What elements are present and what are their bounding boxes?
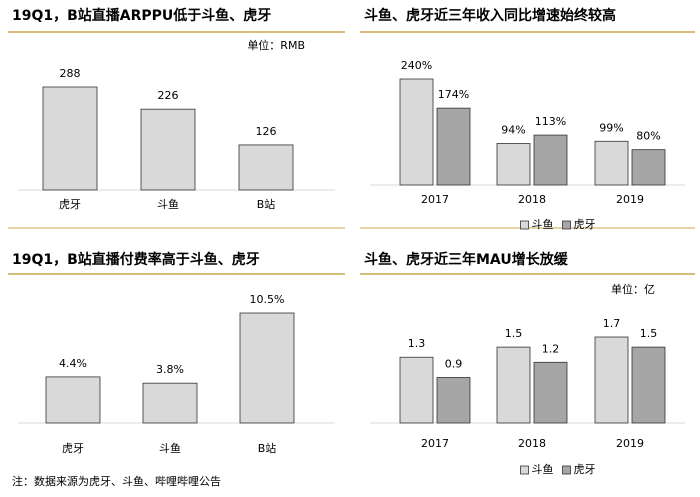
legend-swatch bbox=[520, 465, 529, 475]
value-label: 99% bbox=[599, 121, 623, 134]
bar bbox=[238, 144, 294, 191]
value-label: 1.5 bbox=[505, 327, 523, 340]
value-label: 10.5% bbox=[250, 293, 285, 306]
legend-label: 虎牙 bbox=[574, 463, 596, 476]
x-tick-label: 虎牙 bbox=[59, 198, 81, 211]
legend-swatch bbox=[562, 220, 571, 230]
bar bbox=[140, 108, 196, 191]
value-label: 113% bbox=[535, 115, 566, 128]
source-note: 注：数据来源为虎牙、斗鱼、哔哩哔哩公告 bbox=[12, 474, 221, 488]
value-label: 1.2 bbox=[542, 342, 560, 355]
x-tick-label: B站 bbox=[257, 197, 276, 211]
value-label: 240% bbox=[401, 59, 432, 72]
bar bbox=[45, 376, 101, 424]
value-label: 288 bbox=[60, 67, 81, 80]
x-tick-label: 2018 bbox=[518, 437, 546, 450]
bar bbox=[142, 382, 198, 424]
x-tick-label: 虎牙 bbox=[62, 442, 84, 455]
bar bbox=[496, 143, 531, 186]
bar bbox=[533, 361, 568, 424]
legend-label: 斗鱼 bbox=[532, 217, 554, 231]
legend-swatch bbox=[520, 220, 529, 230]
bar bbox=[399, 356, 434, 424]
bar bbox=[42, 86, 98, 191]
x-tick-label: B站 bbox=[258, 441, 277, 455]
x-tick-label: 2017 bbox=[421, 437, 449, 450]
chart-title: 19Q1，B站直播付费率高于斗鱼、虎牙 bbox=[12, 251, 260, 268]
value-label: 80% bbox=[636, 130, 660, 143]
value-label: 174% bbox=[438, 88, 469, 101]
x-tick-label: 2019 bbox=[616, 193, 644, 206]
value-label: 0.9 bbox=[445, 357, 463, 370]
legend-label: 斗鱼 bbox=[532, 462, 554, 476]
bar bbox=[631, 346, 666, 424]
bar bbox=[239, 312, 295, 424]
value-label: 1.7 bbox=[603, 317, 621, 330]
bar bbox=[436, 107, 471, 186]
x-tick-label: 2017 bbox=[421, 193, 449, 206]
bar bbox=[436, 377, 471, 424]
x-tick-label: 斗鱼 bbox=[159, 441, 181, 455]
chart-title: 19Q1，B站直播ARPPU低于斗鱼、虎牙 bbox=[12, 7, 271, 24]
bar bbox=[594, 336, 629, 424]
bar bbox=[496, 346, 531, 424]
legend-swatch bbox=[562, 465, 571, 475]
bar bbox=[399, 78, 434, 186]
value-label: 94% bbox=[501, 123, 525, 136]
x-tick-label: 2018 bbox=[518, 193, 546, 206]
x-tick-label: 斗鱼 bbox=[157, 197, 179, 211]
value-label: 1.5 bbox=[640, 327, 658, 340]
value-label: 126 bbox=[256, 125, 277, 138]
bar bbox=[631, 149, 666, 186]
bar bbox=[533, 134, 568, 186]
unit-label: 单位：亿 bbox=[611, 282, 655, 296]
legend-label: 虎牙 bbox=[574, 218, 596, 231]
value-label: 3.8% bbox=[156, 363, 184, 376]
chart-title: 斗鱼、虎牙近三年MAU增长放缓 bbox=[364, 251, 569, 268]
bar bbox=[594, 140, 629, 186]
value-label: 1.3 bbox=[408, 337, 426, 350]
unit-label: 单位：RMB bbox=[247, 38, 305, 52]
value-label: 226 bbox=[158, 89, 179, 102]
x-tick-label: 2019 bbox=[616, 437, 644, 450]
value-label: 4.4% bbox=[59, 357, 87, 370]
chart-title: 斗鱼、虎牙近三年收入同比增速始终较高 bbox=[364, 7, 616, 24]
